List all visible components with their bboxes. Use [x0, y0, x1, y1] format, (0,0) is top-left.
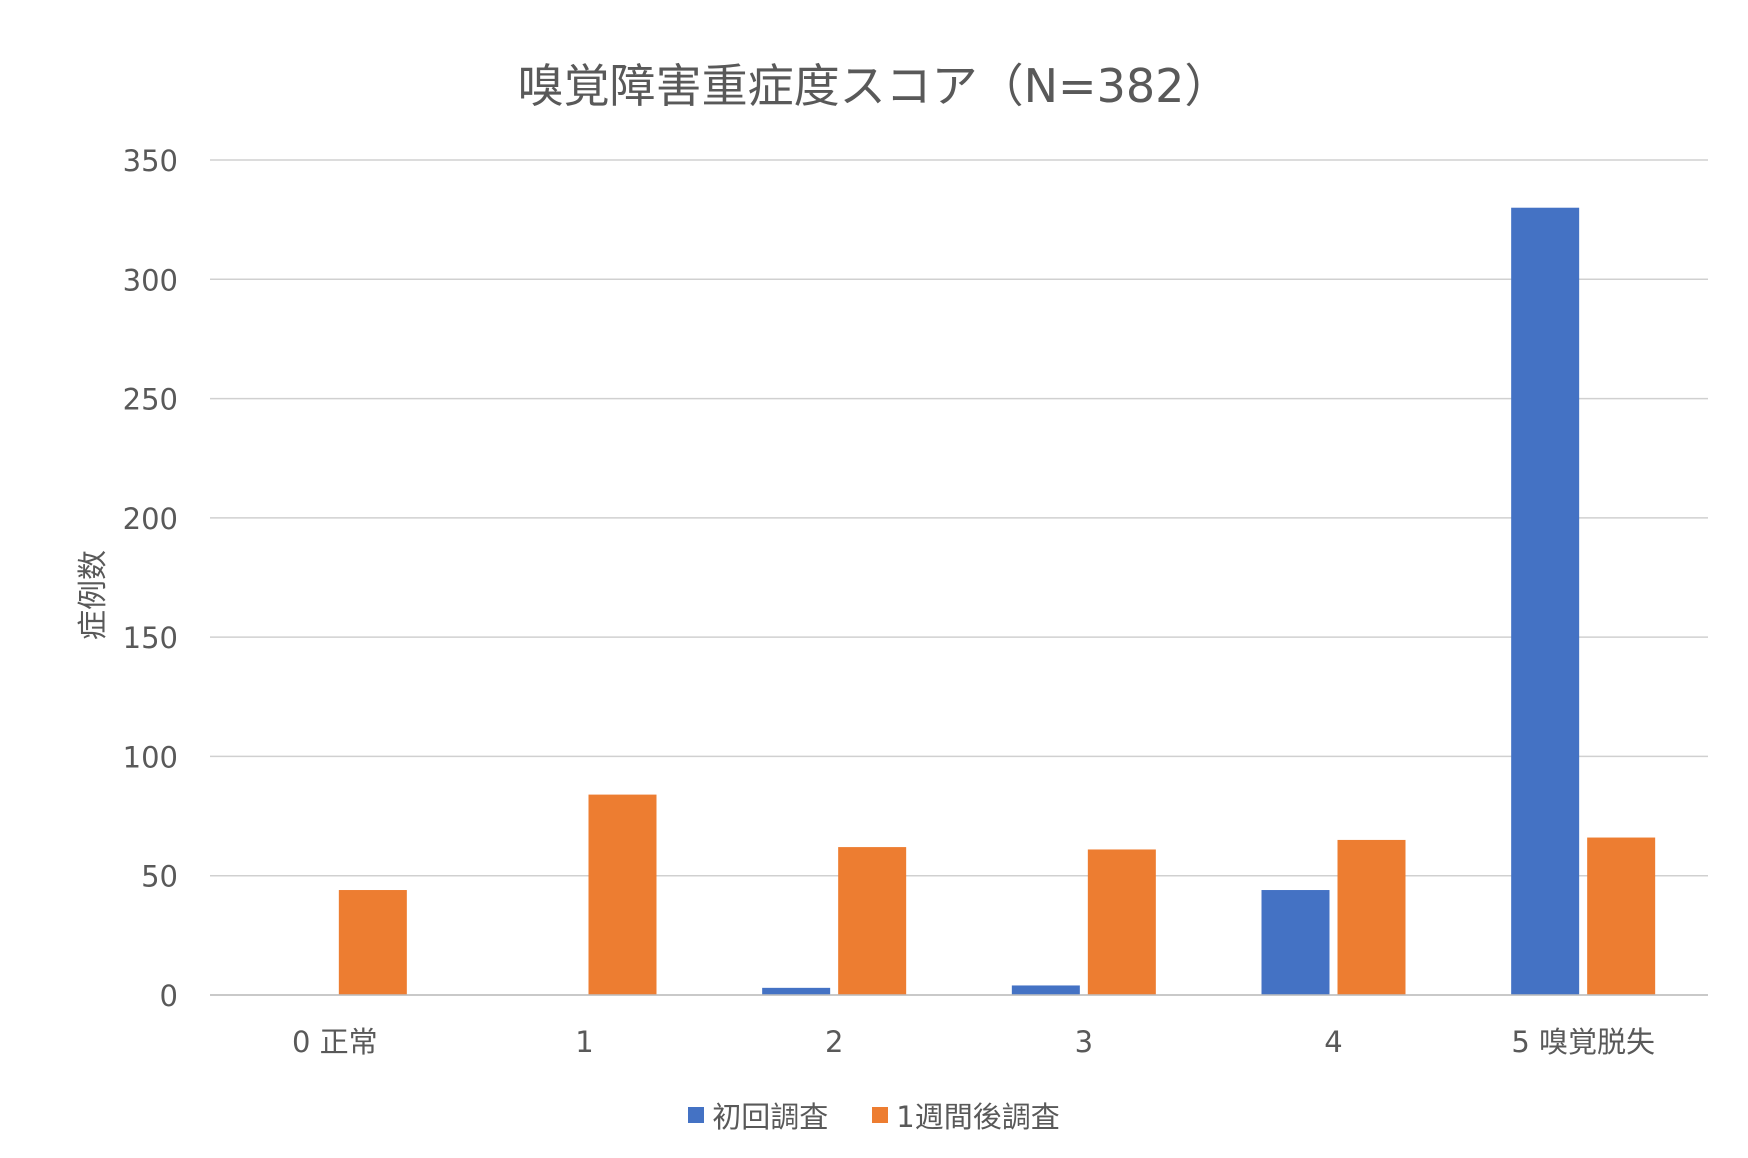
bar-series0-cat4	[1261, 890, 1330, 995]
bar-series1-cat3	[1087, 849, 1156, 995]
y-tick-label-50: 50	[141, 860, 178, 894]
bar-series0-cat5	[1511, 207, 1580, 995]
x-tick-label-1: 1	[575, 1025, 593, 1059]
legend-swatch-week-later-survey	[872, 1107, 889, 1123]
legend-item-first-survey: 初回調査	[688, 1094, 828, 1136]
y-tick-label-150: 150	[123, 621, 178, 655]
bar-series1-cat0	[338, 890, 407, 995]
y-tick-label-200: 200	[123, 502, 178, 536]
bar-series1-cat5	[1587, 837, 1656, 995]
bar-series1-cat1	[588, 794, 657, 995]
x-tick-label-5: 5 嗅覚脱失	[1511, 1025, 1655, 1059]
y-tick-label-350: 350	[123, 144, 178, 178]
bar-series1-cat4	[1337, 839, 1406, 995]
legend: 初回調査 1週間後調査	[0, 1094, 1748, 1136]
legend-label-first-survey: 初回調査	[712, 1100, 829, 1134]
x-tick-label-3: 3	[1075, 1025, 1093, 1059]
y-tick-label-250: 250	[123, 383, 178, 417]
chart-title: 嗅覚障害重症度スコア（N=382）	[517, 59, 1231, 113]
bar-series1-cat2	[838, 847, 907, 995]
bar-series0-cat2	[762, 987, 831, 995]
bar-series0-cat3	[1011, 985, 1080, 995]
x-tick-label-0: 0 正常	[292, 1025, 378, 1059]
legend-label-week-later-survey: 1週間後調査	[896, 1100, 1060, 1134]
y-tick-label-0: 0	[160, 979, 178, 1013]
y-tick-label-300: 300	[123, 263, 178, 297]
legend-swatch-first-survey	[688, 1107, 705, 1123]
x-tick-label-4: 4	[1324, 1025, 1342, 1059]
y-tick-label-100: 100	[123, 740, 178, 774]
x-tick-label-2: 2	[825, 1025, 843, 1059]
legend-item-week-later-survey: 1週間後調査	[872, 1094, 1060, 1136]
